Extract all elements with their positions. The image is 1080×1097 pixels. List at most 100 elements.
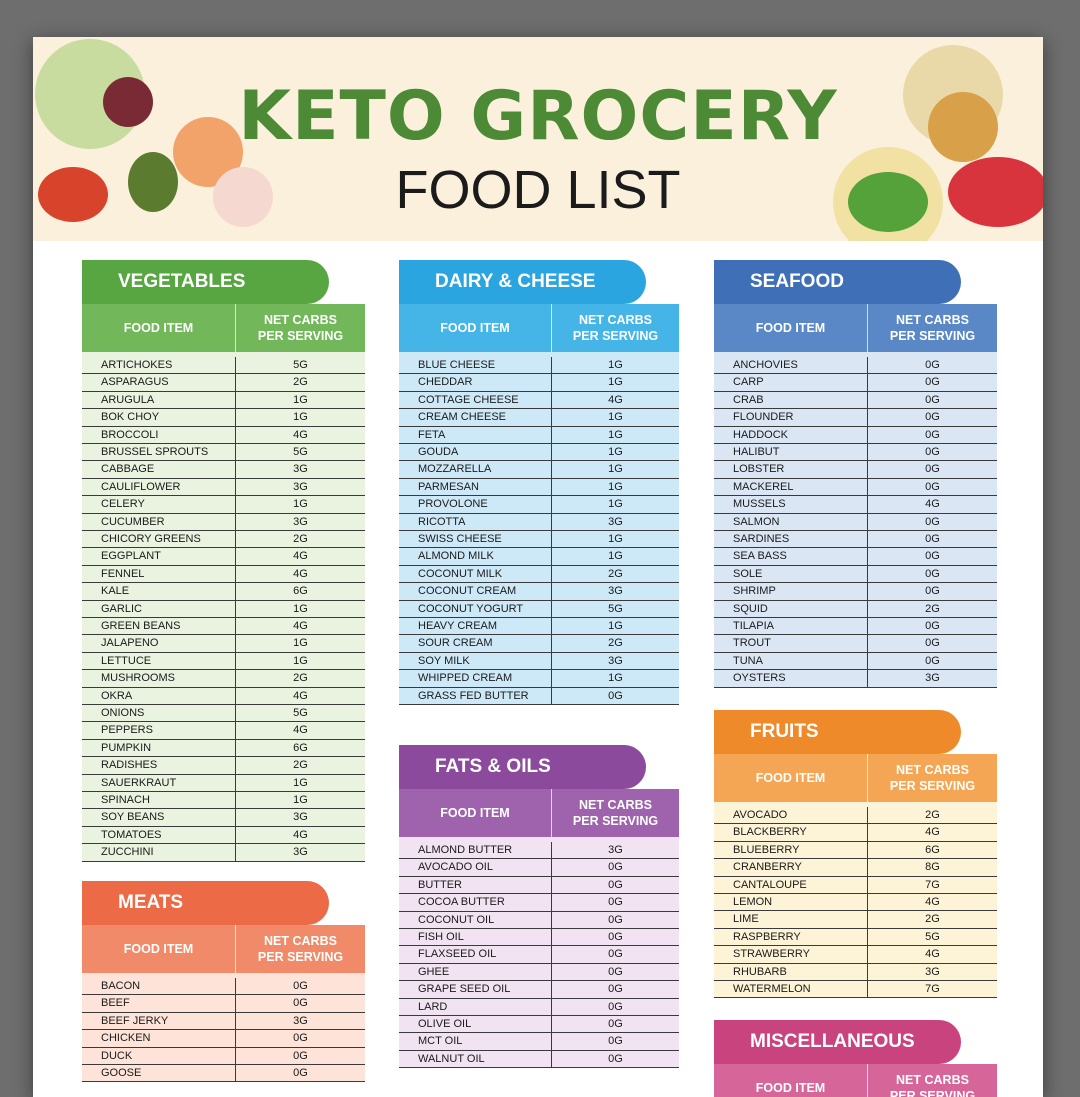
food-item: COCONUT MILK (418, 567, 503, 580)
food-item: COCONUT YOGURT (418, 602, 524, 615)
table-row: LOBSTER 0G (714, 461, 997, 479)
food-item: FETA (418, 428, 446, 441)
net-carbs: 2G (235, 531, 365, 548)
table-row: CUCUMBER 3G (82, 513, 365, 531)
food-item: FLAXSEED OIL (418, 948, 497, 961)
net-carbs: 1G (551, 548, 679, 565)
food-item: SPINACH (101, 794, 150, 806)
food-item: AVOCADO (733, 809, 788, 821)
banner: KETO GROCERY FOOD LIST (33, 37, 1043, 241)
table-row: RASPBERRY 5G (714, 928, 997, 947)
table-row: HADDOCK 0G (714, 426, 997, 444)
food-item: STRAWBERRY (733, 948, 811, 961)
food-item: WHIPPED CREAM (418, 672, 513, 685)
food-item: HEAVY CREAM (418, 620, 498, 632)
food-item: SOY MILK (418, 654, 470, 667)
net-carbs: 5G (235, 705, 365, 722)
table-row: GOUDA 1G (399, 444, 679, 462)
table-row: PARMESAN 1G (399, 478, 679, 497)
table-row: SOY MILK 3G (399, 652, 679, 671)
net-carbs: 5G (235, 357, 365, 374)
table-row: MUSHROOMS 2G (82, 670, 365, 688)
table-row: WHIPPED CREAM 1G (399, 670, 679, 688)
food-item: PARMESAN (418, 480, 479, 493)
table-row: ZUCCHINI 3G (82, 844, 365, 862)
net-carbs: 5G (867, 928, 997, 946)
food-item: CELERY (101, 498, 145, 511)
table-row: BOK CHOY 1G (82, 409, 365, 427)
table-row: CRAB 0G (714, 391, 997, 410)
table-row: OYSTERS 3G (714, 670, 997, 688)
table-row: FENNEL 4G (82, 565, 365, 584)
food-item: FISH OIL (418, 931, 464, 943)
food-item: CRAB (733, 393, 764, 406)
food-illustration (128, 152, 178, 212)
table-row: OLIVE OIL 0G (399, 1016, 679, 1034)
column-header-text: FOOD ITEM (123, 942, 194, 956)
food-item: OKRA (101, 689, 133, 702)
net-carbs: 0G (867, 426, 997, 443)
table-row: BEEF 0G (82, 995, 365, 1013)
table-row: SWISS CHEESE 1G (399, 531, 679, 549)
table-row: GARLIC 1G (82, 600, 365, 618)
food-item: SHRIMP (733, 585, 776, 598)
column-header: FOOD ITEM (399, 789, 551, 837)
table-row: CAULIFLOWER 3G (82, 478, 365, 497)
food-item: KALE (101, 585, 130, 598)
net-carbs: 0G (867, 391, 997, 409)
table-row: CHEDDAR 1G (399, 374, 679, 392)
food-illustration (103, 77, 153, 127)
table-row: STRAWBERRY 4G (714, 946, 997, 964)
net-carbs: 0G (551, 981, 679, 998)
section-title: SEAFOOD (714, 260, 961, 304)
table-row: LIME 2G (714, 911, 997, 929)
table-body (399, 352, 679, 357)
table-row: ANCHOVIES 0G (714, 357, 997, 375)
column-header-text: NET CARBS PER SERVING (572, 313, 659, 343)
table-row: GREEN BEANS 4G (82, 618, 365, 636)
net-carbs: 0G (551, 876, 679, 894)
food-illustration (928, 92, 998, 162)
net-carbs: 3G (235, 461, 365, 478)
table-row: HEAVY CREAM 1G (399, 618, 679, 636)
net-carbs: 6G (235, 739, 365, 757)
net-carbs: 1G (235, 774, 365, 791)
food-item: SEA BASS (733, 550, 787, 563)
food-item: CANTALOUPE (733, 878, 807, 891)
table-row: FLOUNDER 0G (714, 409, 997, 427)
food-item: PUMPKIN (101, 741, 152, 754)
food-item: EGGPLANT (101, 550, 161, 563)
food-item: ARTICHOKES (101, 359, 173, 371)
table-row: CARP 0G (714, 374, 997, 392)
food-item: BLUEBERRY (733, 843, 800, 856)
table-row: COCONUT OIL 0G (399, 911, 679, 929)
net-carbs: 1G (551, 374, 679, 391)
net-carbs: 3G (551, 652, 679, 670)
food-item: GRASS FED BUTTER (418, 689, 529, 702)
food-item: GREEN BEANS (101, 620, 181, 632)
net-carbs: 0G (867, 513, 997, 530)
table-row: ONIONS 5G (82, 705, 365, 723)
net-carbs: 4G (235, 618, 365, 635)
food-item: LARD (418, 1000, 448, 1013)
table-row: COTTAGE CHEESE 4G (399, 391, 679, 410)
food-item: CRANBERRY (733, 861, 802, 874)
column-header-text: FOOD ITEM (123, 321, 194, 335)
net-carbs: 2G (551, 565, 679, 583)
table-row: CREAM CHEESE 1G (399, 409, 679, 427)
table-body (82, 352, 365, 357)
table-row: COCONUT YOGURT 5G (399, 600, 679, 618)
net-carbs: 0G (551, 911, 679, 928)
table-row: LEMON 4G (714, 894, 997, 912)
table-row: KALE 6G (82, 583, 365, 601)
net-carbs: 8G (867, 859, 997, 876)
table-row: BUTTER 0G (399, 876, 679, 895)
net-carbs: 0G (551, 929, 679, 946)
table-row: FLAXSEED OIL 0G (399, 946, 679, 964)
food-item: CREAM CHEESE (418, 411, 507, 424)
net-carbs: 2G (867, 807, 997, 824)
food-illustration (848, 172, 928, 232)
table-row: ALMOND MILK 1G (399, 548, 679, 566)
food-item: BLUE CHEESE (418, 359, 496, 371)
